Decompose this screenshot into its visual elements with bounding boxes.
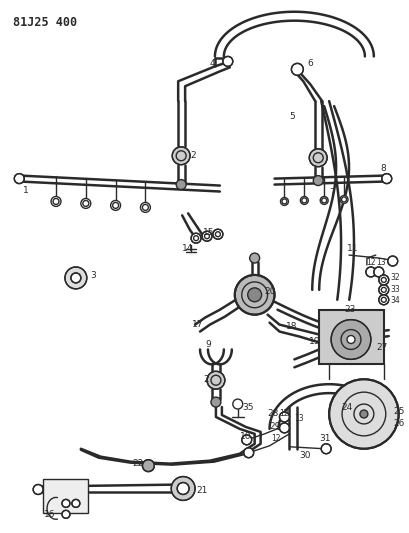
Text: 3: 3 bbox=[91, 271, 97, 280]
Circle shape bbox=[223, 56, 233, 67]
Text: 14: 14 bbox=[182, 244, 193, 253]
Circle shape bbox=[62, 510, 70, 518]
Circle shape bbox=[71, 273, 81, 283]
Text: 15: 15 bbox=[203, 228, 214, 237]
Text: 33: 33 bbox=[391, 285, 400, 294]
Text: 13: 13 bbox=[376, 257, 385, 266]
Text: 16: 16 bbox=[44, 510, 56, 519]
Circle shape bbox=[111, 200, 121, 211]
Text: 12: 12 bbox=[366, 257, 375, 266]
Circle shape bbox=[72, 499, 80, 507]
Text: 6: 6 bbox=[307, 59, 313, 68]
Circle shape bbox=[248, 288, 262, 302]
Circle shape bbox=[309, 149, 327, 167]
Circle shape bbox=[171, 477, 195, 500]
Circle shape bbox=[379, 275, 389, 285]
Circle shape bbox=[211, 397, 221, 407]
Text: 20: 20 bbox=[265, 287, 276, 296]
Circle shape bbox=[213, 229, 223, 239]
Text: 11: 11 bbox=[347, 244, 359, 253]
Circle shape bbox=[366, 267, 376, 277]
Text: 12: 12 bbox=[279, 409, 289, 418]
Circle shape bbox=[374, 267, 384, 277]
Circle shape bbox=[329, 379, 399, 449]
Text: 34: 34 bbox=[391, 296, 400, 305]
Text: 29: 29 bbox=[270, 423, 281, 431]
Circle shape bbox=[33, 484, 43, 495]
Text: 22: 22 bbox=[133, 459, 144, 468]
Circle shape bbox=[65, 267, 87, 289]
Text: 12: 12 bbox=[272, 434, 281, 443]
Bar bbox=[319, 310, 384, 365]
Text: 19: 19 bbox=[309, 337, 321, 346]
Circle shape bbox=[281, 197, 288, 205]
Circle shape bbox=[331, 320, 371, 359]
Text: 21: 21 bbox=[196, 486, 207, 495]
Circle shape bbox=[235, 275, 274, 314]
Text: 23: 23 bbox=[344, 305, 355, 314]
Circle shape bbox=[340, 196, 348, 204]
Text: 24: 24 bbox=[341, 402, 352, 411]
Text: 30: 30 bbox=[299, 451, 311, 460]
Text: 27: 27 bbox=[377, 343, 388, 352]
Circle shape bbox=[14, 174, 24, 183]
Text: 26: 26 bbox=[394, 419, 405, 429]
Text: 18: 18 bbox=[286, 322, 298, 331]
Circle shape bbox=[244, 448, 254, 458]
Text: 31: 31 bbox=[319, 434, 331, 443]
Circle shape bbox=[249, 253, 260, 263]
Circle shape bbox=[379, 295, 389, 305]
Circle shape bbox=[207, 372, 225, 389]
Circle shape bbox=[191, 233, 201, 243]
Text: 35: 35 bbox=[243, 402, 254, 411]
Circle shape bbox=[51, 197, 61, 206]
Circle shape bbox=[202, 231, 212, 241]
Text: 32: 32 bbox=[391, 273, 400, 282]
Circle shape bbox=[279, 412, 290, 422]
Circle shape bbox=[360, 410, 368, 418]
Circle shape bbox=[320, 197, 328, 205]
Text: 10: 10 bbox=[240, 432, 251, 441]
Text: 13: 13 bbox=[294, 415, 304, 423]
Circle shape bbox=[233, 399, 243, 409]
Text: 28: 28 bbox=[267, 409, 279, 418]
Circle shape bbox=[279, 423, 290, 433]
Circle shape bbox=[176, 180, 186, 190]
Circle shape bbox=[142, 459, 154, 472]
Circle shape bbox=[347, 336, 355, 343]
Text: 5: 5 bbox=[290, 111, 295, 120]
Text: 2: 2 bbox=[203, 375, 209, 384]
Circle shape bbox=[388, 256, 398, 266]
Circle shape bbox=[382, 174, 392, 183]
Circle shape bbox=[321, 444, 331, 454]
Bar bbox=[43, 479, 88, 513]
Circle shape bbox=[300, 197, 308, 205]
Text: 17: 17 bbox=[192, 320, 204, 329]
Text: 8: 8 bbox=[381, 164, 387, 173]
Text: 7: 7 bbox=[329, 188, 335, 197]
Text: 1: 1 bbox=[23, 186, 29, 195]
Circle shape bbox=[81, 198, 91, 208]
Circle shape bbox=[291, 63, 303, 75]
Circle shape bbox=[379, 285, 389, 295]
Text: 81J25 400: 81J25 400 bbox=[13, 15, 77, 29]
Circle shape bbox=[140, 203, 151, 212]
Text: 2: 2 bbox=[190, 151, 196, 160]
Circle shape bbox=[62, 499, 70, 507]
Text: 4: 4 bbox=[210, 59, 216, 68]
Circle shape bbox=[242, 435, 252, 445]
Circle shape bbox=[172, 147, 190, 165]
Circle shape bbox=[313, 175, 323, 185]
Circle shape bbox=[177, 482, 189, 495]
Text: 9: 9 bbox=[205, 340, 211, 349]
Text: 25: 25 bbox=[394, 407, 405, 416]
